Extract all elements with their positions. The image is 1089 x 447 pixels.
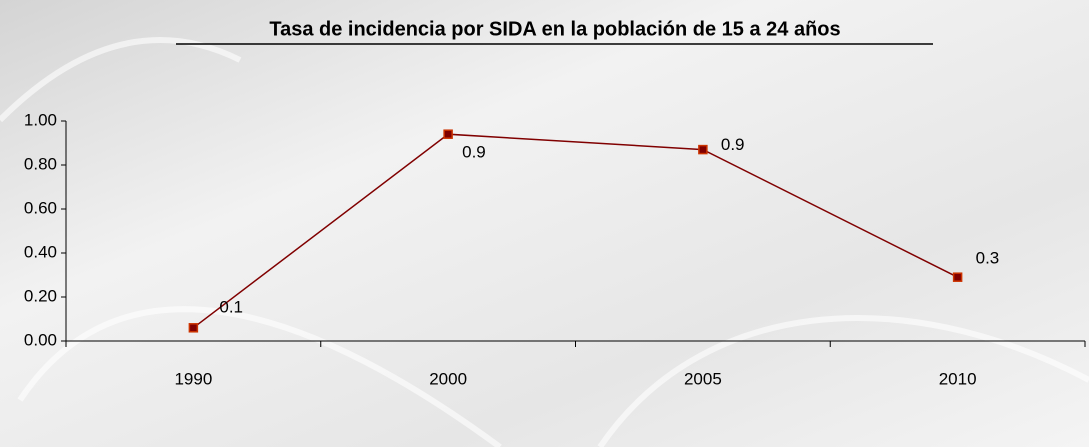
x-tick-label: 2010 bbox=[939, 369, 977, 388]
data-point bbox=[952, 272, 963, 282]
y-tick-label: 0.00 bbox=[24, 330, 57, 349]
data-line bbox=[192, 133, 958, 329]
data-label: 0.9 bbox=[721, 135, 745, 154]
y-tick-label: 0.20 bbox=[24, 286, 57, 305]
data-point bbox=[698, 144, 708, 155]
y-tick-label: 0.80 bbox=[24, 154, 57, 173]
x-tick-label: 2005 bbox=[684, 369, 722, 388]
data-point bbox=[188, 323, 199, 333]
y-tick-label: 0.40 bbox=[24, 242, 57, 261]
data-point bbox=[443, 129, 453, 139]
data-label: 0.3 bbox=[976, 249, 1000, 268]
x-tick-label: 2000 bbox=[429, 369, 467, 388]
y-tick-label: 0.60 bbox=[24, 198, 57, 217]
chart-title: Tasa de incidencia por SIDA en la poblac… bbox=[269, 18, 840, 40]
y-tick-label: 1.00 bbox=[24, 110, 57, 129]
data-label: 0.9 bbox=[462, 143, 486, 162]
data-label: 0.1 bbox=[219, 297, 243, 316]
x-tick-label: 1990 bbox=[174, 369, 212, 388]
background-swirl bbox=[0, 37, 1089, 447]
